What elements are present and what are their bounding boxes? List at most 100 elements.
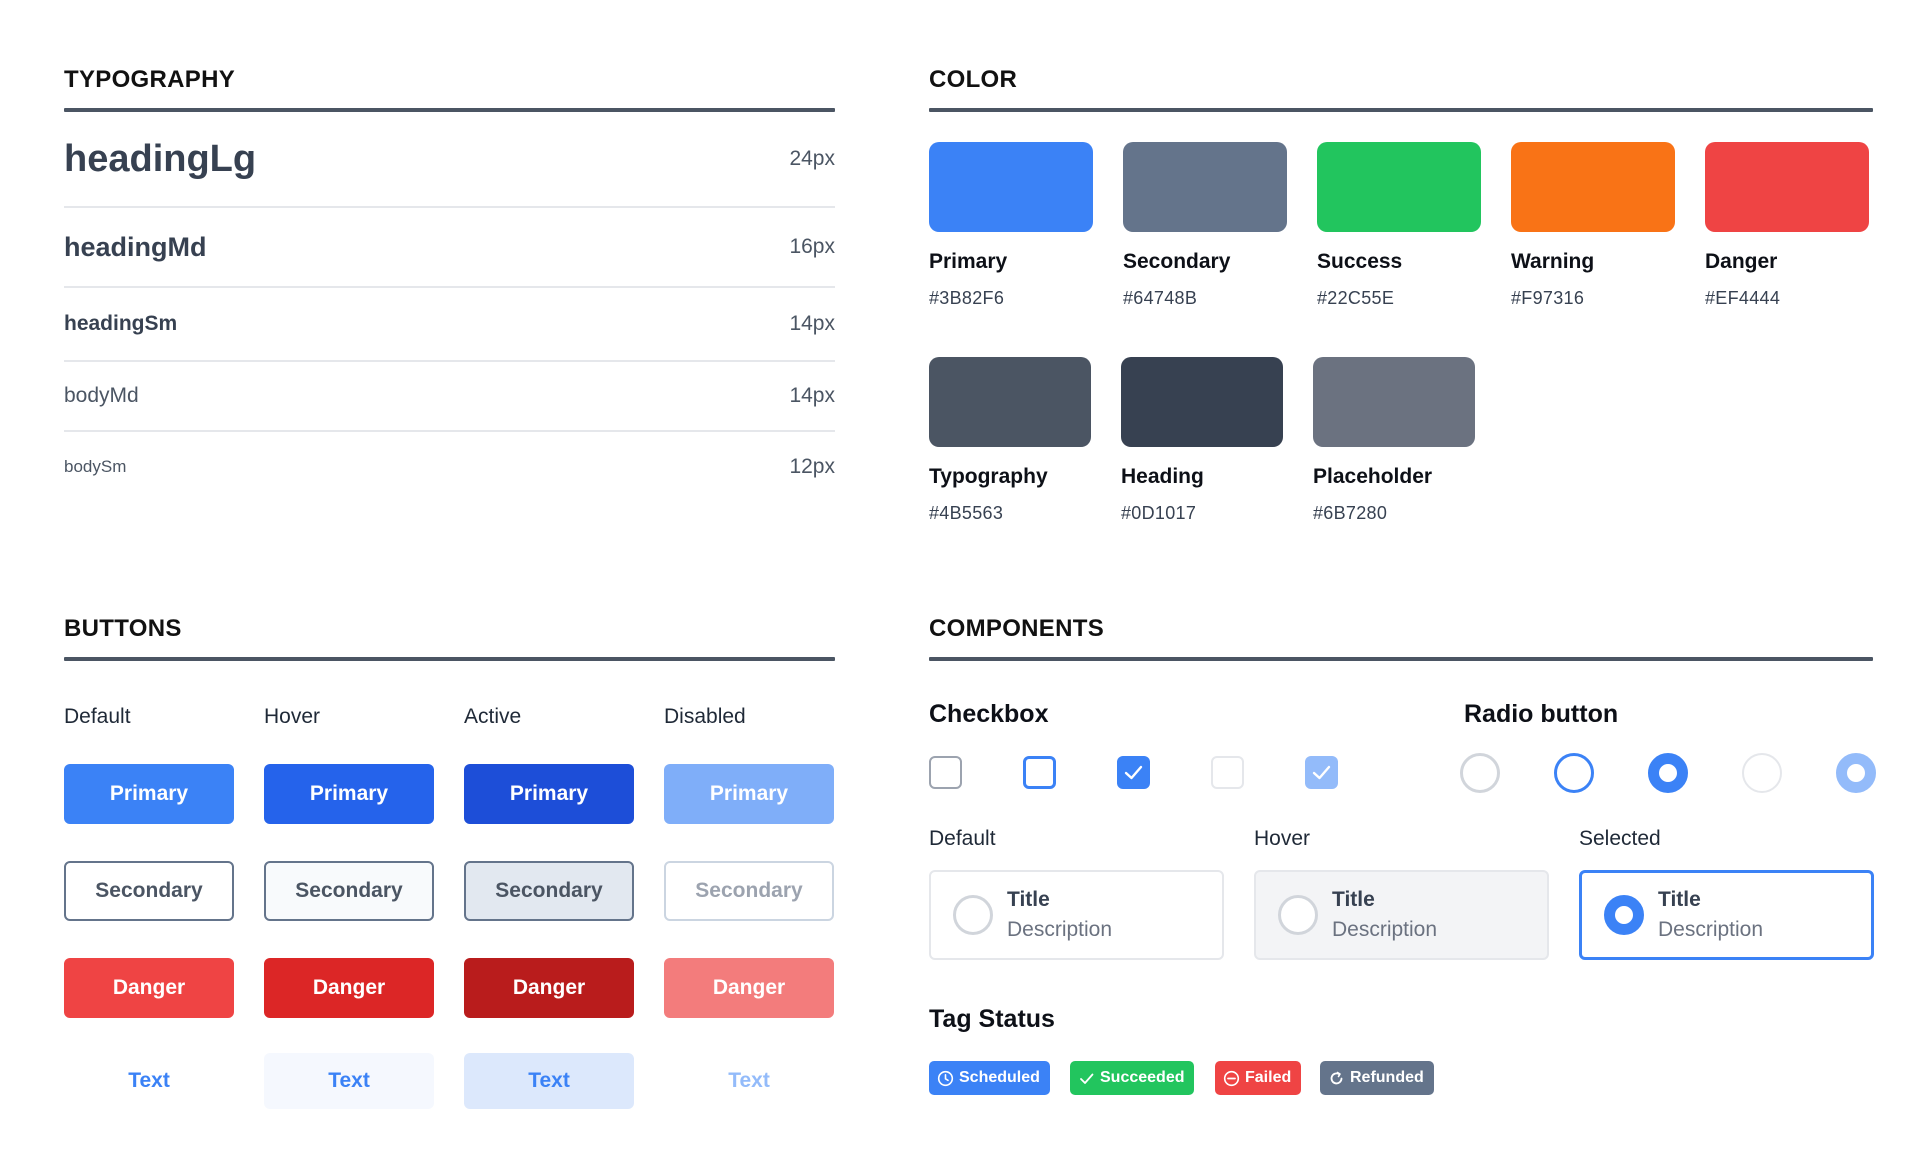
card-title: Title (1332, 888, 1375, 911)
danger-button-disabled: Danger (664, 958, 834, 1018)
checkbox-checked[interactable] (1117, 756, 1150, 789)
checkbox-checked-disabled (1305, 756, 1338, 789)
buttons-title: BUTTONS (64, 615, 182, 642)
swatch-name: Placeholder (1313, 465, 1433, 488)
danger-button-default[interactable]: Danger (64, 958, 234, 1018)
swatch-hex: #0D1017 (1121, 503, 1197, 523)
swatch-warning: Warning #F97316 (1511, 142, 1675, 309)
typo-row-headingmd: headingMd 16px (64, 208, 835, 288)
swatch-box (929, 142, 1093, 232)
swatch-placeholder: Placeholder #6B7280 (1313, 357, 1475, 524)
swatch-hex: #22C55E (1317, 288, 1395, 308)
typography-title: TYPOGRAPHY (64, 66, 236, 93)
card-description: Description (1332, 918, 1438, 941)
primary-button-hover[interactable]: Primary (264, 764, 434, 824)
swatch-hex: #64748B (1123, 288, 1198, 308)
swatch-name: Warning (1511, 250, 1595, 273)
radio-selected[interactable] (1648, 753, 1688, 793)
checkbox-default[interactable] (929, 756, 962, 789)
tag-succeeded: Succeeded (1070, 1061, 1195, 1095)
checkbox-disabled (1211, 756, 1244, 789)
tag-label: Failed (1245, 1069, 1292, 1086)
typography-divider (64, 108, 835, 112)
tag-label: Refunded (1350, 1069, 1424, 1086)
swatch-box (1705, 142, 1869, 232)
swatch-hex: #3B82F6 (929, 288, 1005, 308)
swatch-heading: Heading #0D1017 (1121, 357, 1283, 524)
swatch-box (929, 357, 1091, 447)
radio-card-text: Title Description (1658, 888, 1763, 942)
text-button-hover[interactable]: Text (264, 1053, 434, 1109)
check-icon (1124, 765, 1143, 780)
text-button-default[interactable]: Text (128, 1069, 170, 1092)
card-title: Title (1658, 888, 1701, 911)
components-title: COMPONENTS (929, 615, 1105, 642)
typo-size: 24px (789, 147, 835, 170)
tag-failed: Failed (1215, 1061, 1302, 1095)
typo-row-headinglg: headingLg 24px (64, 112, 835, 208)
swatch-name: Heading (1121, 465, 1204, 488)
radio-circle (1278, 895, 1318, 935)
buttons-divider (64, 657, 835, 661)
swatch-box (1317, 142, 1481, 232)
check-icon (1080, 1073, 1094, 1084)
checkbox-title: Checkbox (929, 700, 1049, 728)
color-divider (929, 108, 1873, 112)
typo-row-headingsm: headingSm 14px (64, 288, 835, 362)
checkbox-hover[interactable] (1023, 756, 1056, 789)
tag-scheduled: Scheduled (929, 1061, 1050, 1095)
primary-button-active[interactable]: Primary (464, 764, 634, 824)
state-label-disabled: Disabled (664, 705, 746, 728)
radio-hover[interactable] (1554, 753, 1594, 793)
swatch-hex: #EF4444 (1705, 288, 1781, 308)
swatch-primary: Primary #3B82F6 (929, 142, 1093, 309)
radio-card-default[interactable]: Title Description (929, 870, 1224, 960)
typo-size: 16px (789, 235, 835, 258)
swatch-name: Success (1317, 250, 1403, 273)
primary-button-default[interactable]: Primary (64, 764, 234, 824)
radio-disabled (1742, 753, 1782, 793)
secondary-button-default[interactable]: Secondary (64, 861, 234, 921)
primary-button-disabled: Primary (664, 764, 834, 824)
swatch-danger: Danger #EF4444 (1705, 142, 1869, 309)
buttons-section: BUTTONS Default Hover Active Disabled Pr… (64, 613, 835, 1109)
radio-circle (953, 895, 993, 935)
text-button-active[interactable]: Text (464, 1053, 634, 1109)
state-label-default: Default (64, 705, 131, 728)
typo-name: bodySm (64, 457, 127, 476)
color-section: COLOR Primary #3B82F6 Secondary #64748B … (929, 64, 1873, 524)
radio-circle (1604, 895, 1644, 935)
state-label-active: Active (464, 705, 522, 728)
swatch-box (1313, 357, 1475, 447)
radio-card-hover[interactable]: Title Description (1254, 870, 1549, 960)
radio-card-selected[interactable]: Title Description (1579, 870, 1874, 960)
swatch-name: Danger (1705, 250, 1778, 273)
secondary-button-active[interactable]: Secondary (464, 861, 634, 921)
tag-label: Scheduled (959, 1069, 1040, 1086)
tag-label: Succeeded (1100, 1069, 1185, 1086)
radio-card-text: Title Description (1007, 888, 1112, 942)
card-description: Description (1007, 918, 1113, 941)
check-icon (1312, 765, 1331, 780)
swatch-box (1121, 357, 1283, 447)
radio-title: Radio button (1464, 700, 1619, 728)
swatch-row: Primary #3B82F6 Secondary #64748B Succes… (929, 142, 1873, 309)
secondary-button-disabled: Secondary (664, 861, 834, 921)
color-title: COLOR (929, 66, 1018, 93)
swatch-success: Success #22C55E (1317, 142, 1481, 309)
typography-section: TYPOGRAPHY headingLg 24px headingMd 16px… (64, 64, 835, 502)
danger-button-active[interactable]: Danger (464, 958, 634, 1018)
typo-row-bodysm: bodySm 12px (64, 432, 835, 502)
typo-size: 14px (789, 312, 835, 335)
clock-icon (937, 1070, 954, 1086)
typo-name: bodyMd (64, 384, 139, 407)
danger-button-hover[interactable]: Danger (264, 958, 434, 1018)
components-section: COMPONENTS Checkbox Radio button Default… (929, 613, 1876, 1095)
radio-default[interactable] (1460, 753, 1500, 793)
typo-name: headingLg (64, 137, 257, 180)
swatch-row: Typography #4B5563 Heading #0D1017 Place… (929, 357, 1873, 524)
radio-selected-disabled (1836, 753, 1876, 793)
secondary-button-hover[interactable]: Secondary (264, 861, 434, 921)
typo-size: 12px (789, 455, 835, 478)
card-description: Description (1658, 918, 1764, 941)
